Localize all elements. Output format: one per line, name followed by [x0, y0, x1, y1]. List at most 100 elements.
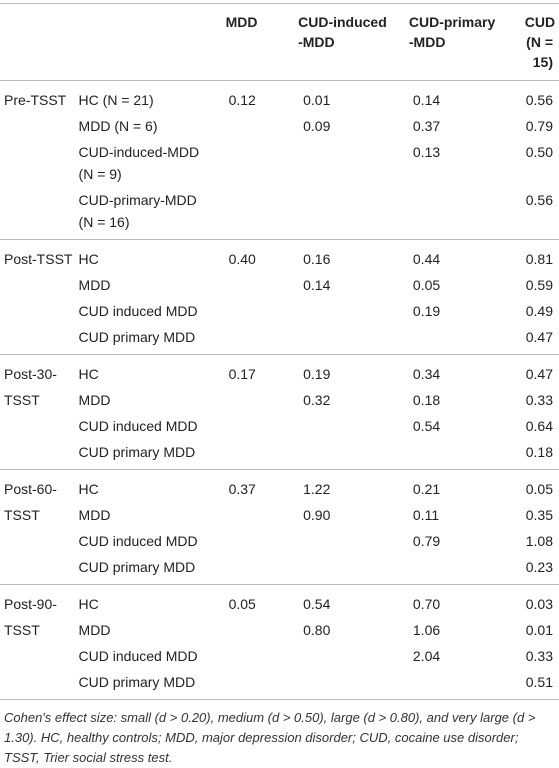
header-row: MDD CUD-induced -MDD CUD-primary -MDD CUD (N =… — [0, 3, 559, 81]
value-cell: 0.05 — [228, 596, 256, 612]
value-cell: 0.13 — [412, 144, 441, 160]
value-cell — [226, 272, 299, 298]
value-cell: 0.01 — [303, 92, 331, 108]
table-row: Post-TSST HC 0.40 0.16 0.44 0.81 — [0, 240, 559, 273]
value-cell — [226, 554, 299, 585]
table-row: TSST MDD 0.80 1.06 0.01 — [0, 617, 559, 643]
value-cell — [226, 387, 299, 413]
value-cell — [226, 113, 299, 139]
value-cell: 0.05 — [525, 481, 553, 497]
row-label: MDD — [79, 272, 226, 298]
value-cell: 0.54 — [412, 418, 441, 434]
label-line: MDD — [78, 622, 111, 638]
header-blank — [0, 4, 79, 81]
value-cell — [226, 413, 299, 439]
table-row: CUD primary MDD 0.23 — [0, 554, 559, 585]
row-label: MDD — [79, 502, 226, 528]
value-cell: 0.70 — [412, 596, 441, 612]
time-cell: Pre-TSST — [0, 81, 79, 114]
value-cell: 0.56 — [525, 92, 553, 108]
row-label: CUD primary MDD — [79, 324, 226, 355]
table-row: CUD-induced-MDD (N = 9) 0.13 0.50 — [0, 139, 559, 187]
value-cell — [298, 439, 409, 470]
time-cell — [0, 669, 79, 700]
time-cell: TSST — [0, 387, 79, 413]
value-cell: 0.14 — [412, 92, 441, 108]
table-header: MDD CUD-induced -MDD CUD-primary -MDD CUD (N =… — [0, 3, 559, 81]
value-cell: 0.19 — [412, 303, 441, 319]
row-label: MDD — [79, 617, 226, 643]
label-line: HC — [78, 596, 99, 612]
value-cell — [298, 324, 409, 355]
label-line: CUD induced MDD — [78, 648, 198, 664]
value-cell — [298, 413, 409, 439]
value-cell: 0.54 — [303, 596, 331, 612]
label-line: HC — [78, 481, 99, 497]
row-label: MDD (N = 6) — [79, 113, 226, 139]
value-cell: 0.49 — [525, 303, 553, 319]
row-label: CUD induced MDD — [79, 528, 226, 554]
value-cell: 0.18 — [525, 444, 553, 460]
table-row: MDD (N = 6) 0.09 0.37 0.79 — [0, 113, 559, 139]
time-cell — [0, 413, 79, 439]
row-label: HC — [79, 585, 226, 618]
table-row: Post-90- HC 0.05 0.54 0.70 0.03 — [0, 585, 559, 618]
value-cell — [298, 139, 409, 187]
value-cell — [409, 187, 525, 240]
value-cell: 0.50 — [525, 144, 553, 160]
label-line: CUD induced MDD — [78, 418, 198, 434]
label-line: HC — [78, 366, 99, 382]
label-line: (N = 9) — [78, 166, 122, 182]
time-cell — [0, 324, 79, 355]
label-line: HC — [78, 251, 99, 267]
time-label: Post-60- — [4, 481, 57, 497]
value-cell: 0.51 — [525, 674, 553, 690]
table-row: CUD induced MDD 0.79 1.08 — [0, 528, 559, 554]
time-label: Post-30- — [4, 366, 57, 382]
value-cell — [226, 139, 299, 187]
time-cell: Post-TSST — [0, 240, 79, 273]
label-line: MDD — [78, 507, 111, 523]
value-cell: 0.09 — [303, 118, 331, 134]
label-line: (N = 16) — [78, 214, 130, 230]
time-cell — [0, 139, 79, 187]
row-label: HC — [79, 355, 226, 388]
table-row: CUD primary MDD 0.51 — [0, 669, 559, 700]
value-cell — [298, 187, 409, 240]
value-cell: 0.14 — [303, 277, 331, 293]
value-cell: 0.37 — [412, 118, 441, 134]
value-cell: 0.40 — [228, 251, 256, 267]
time-cell — [0, 113, 79, 139]
row-label: CUD induced MDD — [79, 643, 226, 669]
value-cell: 0.32 — [303, 392, 331, 408]
table-row: Post-30- HC 0.17 0.19 0.34 0.47 — [0, 355, 559, 388]
time-cell — [0, 643, 79, 669]
header-line: CUD — [524, 14, 556, 30]
label-line: MDD (N = 6) — [78, 118, 158, 134]
value-cell — [226, 298, 299, 324]
value-cell: 0.16 — [303, 251, 331, 267]
value-cell: 0.90 — [303, 507, 331, 523]
value-cell — [298, 643, 409, 669]
value-cell — [298, 554, 409, 585]
label-line: HC (N = 21) — [78, 92, 154, 108]
value-cell: 0.56 — [525, 192, 553, 208]
label-line: CUD induced MDD — [78, 533, 198, 549]
row-label: HC (N = 21) — [79, 81, 226, 114]
value-cell: 0.33 — [525, 392, 553, 408]
row-label: CUD primary MDD — [79, 439, 226, 470]
time-cell — [0, 187, 79, 240]
table-row: TSST MDD 0.32 0.18 0.33 — [0, 387, 559, 413]
value-cell — [226, 439, 299, 470]
table-container: MDD CUD-induced -MDD CUD-primary -MDD CUD (N =… — [0, 3, 559, 768]
value-cell: 1.22 — [303, 481, 331, 497]
row-label: CUD induced MDD — [79, 298, 226, 324]
header-line: CUD-induced — [298, 14, 387, 30]
header-line: -MDD — [298, 34, 335, 50]
label-line: CUD primary MDD — [78, 329, 196, 345]
time-cell: Post-30- — [0, 355, 79, 388]
header-blank — [79, 4, 226, 81]
page: MDD CUD-induced -MDD CUD-primary -MDD CUD (N =… — [0, 3, 559, 765]
column-header: MDD — [226, 4, 299, 81]
value-cell — [226, 617, 299, 643]
